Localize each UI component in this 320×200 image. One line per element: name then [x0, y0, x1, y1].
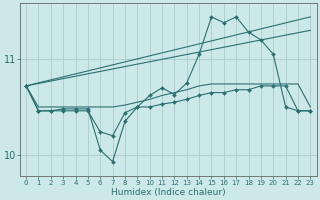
X-axis label: Humidex (Indice chaleur): Humidex (Indice chaleur): [111, 188, 226, 197]
